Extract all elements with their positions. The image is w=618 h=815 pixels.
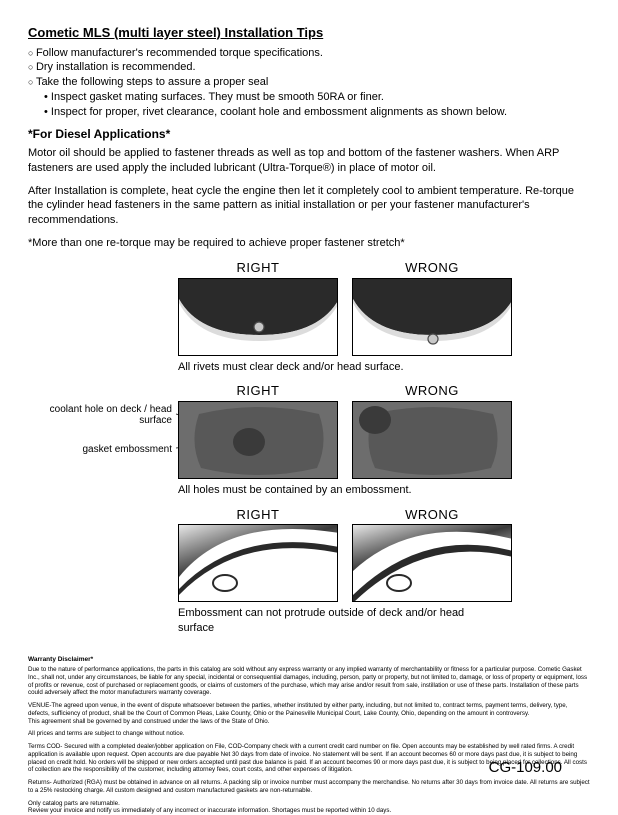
- diesel-para-2: After Installation is complete, heat cyc…: [28, 184, 590, 229]
- bullet-item: Take the following steps to assure a pro…: [28, 75, 590, 90]
- warranty-footer: Warranty Disclaimer* Due to the nature o…: [28, 656, 590, 815]
- figure-row-holes: coolant hole on deck / head surface gask…: [28, 382, 590, 479]
- sub-bullet-item: Inspect gasket mating surfaces. They mus…: [28, 90, 590, 105]
- wrong-label: WRONG: [352, 506, 512, 524]
- page-title: Cometic MLS (multi layer steel) Installa…: [28, 24, 590, 42]
- figure-emboss-wrong: [352, 524, 512, 602]
- right-label: RIGHT: [178, 506, 338, 524]
- warranty-para: Only catalog parts are returnable. Revie…: [28, 800, 590, 815]
- warranty-heading: Warranty Disclaimer*: [28, 656, 590, 664]
- warranty-para: VENUE-The agreed upon venue, in the even…: [28, 702, 590, 725]
- wrong-label: WRONG: [352, 382, 512, 400]
- figure-row-emboss: RIGHT WRONG: [28, 506, 590, 603]
- figures-area: RIGHT WRONG: [28, 259, 590, 642]
- document-id: CG-109.00: [489, 758, 562, 778]
- caption-emboss: Embossment can not protrude outside of d…: [178, 606, 498, 636]
- figure-row-rivets: RIGHT WRONG: [28, 259, 590, 356]
- side-label-coolant: coolant hole on deck / head surface: [28, 404, 172, 426]
- figure-rivets-wrong: [352, 278, 512, 356]
- side-label-embossment: gasket embossment: [28, 444, 172, 455]
- diesel-para-1: Motor oil should be applied to fastener …: [28, 146, 590, 176]
- bullet-item: Follow manufacturer's recommended torque…: [28, 46, 590, 61]
- warranty-para: All prices and terms are subject to chan…: [28, 730, 590, 738]
- bullet-item: Dry installation is recommended.: [28, 60, 590, 75]
- diesel-note: *More than one re-torque may be required…: [28, 236, 590, 251]
- caption-holes: All holes must be contained by an emboss…: [178, 483, 412, 498]
- figure-holes-wrong: [352, 401, 512, 479]
- figure-holes-right: [178, 401, 338, 479]
- diesel-heading: *For Diesel Applications*: [28, 126, 590, 142]
- warranty-para: Due to the nature of performance applica…: [28, 666, 590, 697]
- caption-rivets: All rivets must clear deck and/or head s…: [178, 360, 404, 375]
- sub-bullet-item: Inspect for proper, rivet clearance, coo…: [28, 105, 590, 120]
- right-label: RIGHT: [178, 382, 338, 400]
- figure-emboss-right: [178, 524, 338, 602]
- right-label: RIGHT: [178, 259, 338, 277]
- bullet-list: Follow manufacturer's recommended torque…: [28, 46, 590, 120]
- figure-rivets-right: [178, 278, 338, 356]
- wrong-label: WRONG: [352, 259, 512, 277]
- warranty-para: Returns- Authorized (RGA) must be obtain…: [28, 779, 590, 795]
